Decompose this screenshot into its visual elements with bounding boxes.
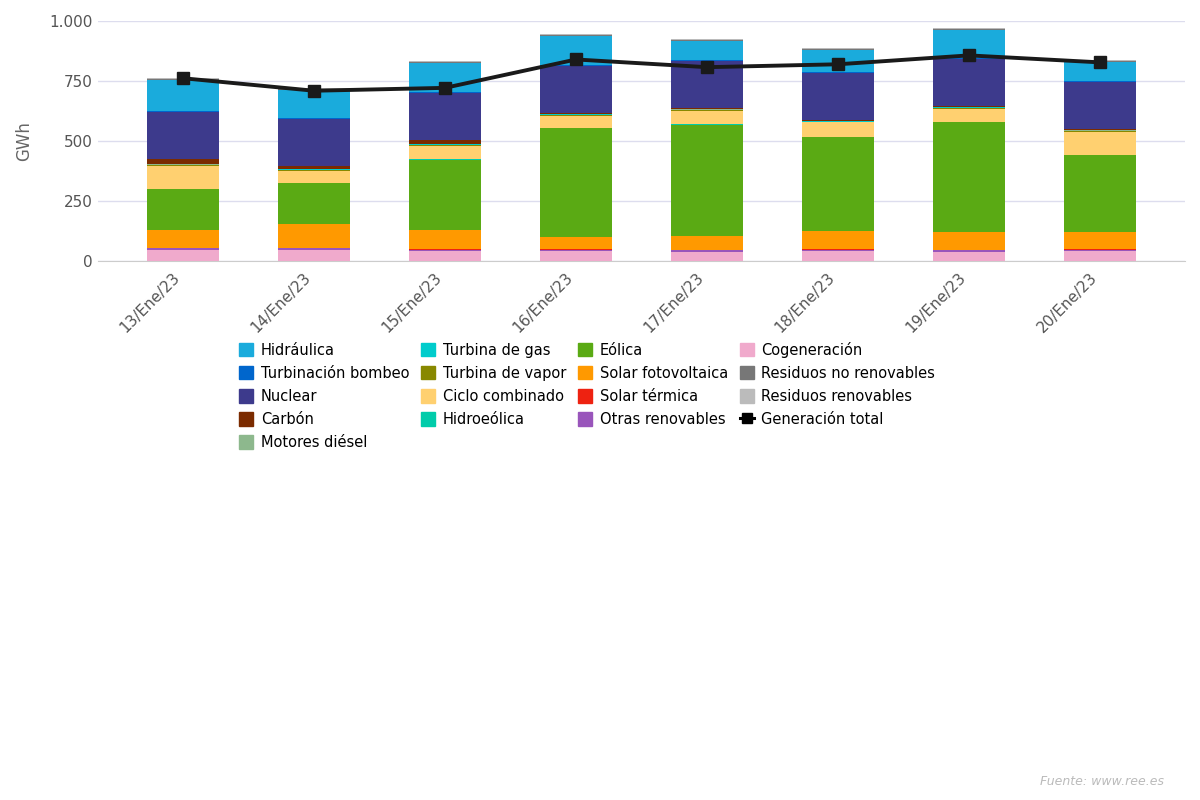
Bar [932,122,1004,232]
Bar [409,62,481,63]
Bar [540,250,612,251]
Bar [932,109,1004,122]
Bar [1064,250,1136,251]
Bar [802,71,874,73]
Bar [1064,155,1136,232]
Bar [932,108,1004,109]
Bar [278,89,350,90]
Bar [409,140,481,144]
Bar [148,165,220,166]
Bar [932,28,1004,29]
Bar [148,190,220,230]
Bar [802,73,874,119]
Bar [409,159,481,230]
Bar [148,111,220,112]
Bar [148,248,220,250]
Bar [932,30,1004,58]
Bar [278,249,350,250]
Bar [1064,131,1136,132]
Bar [540,66,612,113]
Bar [540,114,612,115]
Bar [540,113,612,114]
Bar [671,235,743,250]
Bar [540,34,612,36]
Bar [540,36,612,65]
Bar [409,92,481,94]
Bar [278,118,350,119]
Bar [671,125,743,235]
Bar [932,250,1004,252]
Bar [932,29,1004,30]
Bar [802,50,874,71]
Bar [671,108,743,110]
Bar [802,231,874,250]
Bar [409,63,481,92]
Bar [1064,60,1136,61]
Bar [409,145,481,146]
Bar [278,88,350,89]
Bar [671,111,743,125]
Bar [932,106,1004,107]
Bar [148,112,220,159]
Legend: Hidráulica, Turbinación bombeo, Nuclear, Carbón, Motores diésel, Turbina de gas,: Hidráulica, Turbinación bombeo, Nuclear,… [233,336,941,456]
Bar [148,78,220,79]
Bar [932,252,1004,262]
Bar [278,90,350,118]
Bar [409,250,481,251]
Bar [671,60,743,62]
Bar [671,41,743,60]
Bar [1064,81,1136,82]
Bar [540,128,612,238]
Bar [148,230,220,247]
Bar [278,119,350,166]
Bar [802,251,874,262]
Bar [671,110,743,111]
Bar [671,39,743,40]
Bar [802,122,874,137]
Bar [802,49,874,50]
Bar [802,48,874,49]
Bar [278,166,350,169]
Bar [1064,82,1136,130]
Bar [802,119,874,121]
Bar [932,59,1004,106]
Bar [278,224,350,248]
Bar [148,250,220,262]
Bar [409,230,481,250]
Bar [540,65,612,66]
Bar [671,62,743,108]
Bar [1064,251,1136,262]
Bar [540,238,612,250]
Bar [802,250,874,251]
Bar [540,115,612,127]
Bar [1064,61,1136,62]
Bar [409,94,481,140]
Bar [278,183,350,224]
Bar [540,251,612,262]
Bar [278,250,350,262]
Bar [148,79,220,80]
Bar [802,138,874,231]
Bar [1064,132,1136,155]
Bar [932,58,1004,59]
Bar [278,170,350,182]
Bar [671,40,743,41]
Bar [409,251,481,262]
Bar [932,232,1004,250]
Bar [1064,232,1136,250]
Bar [671,252,743,262]
Text: Fuente: www.ree.es: Fuente: www.ree.es [1040,775,1164,788]
Bar [148,80,220,111]
Y-axis label: GWh: GWh [14,122,34,161]
Bar [148,166,220,189]
Bar [1064,62,1136,81]
Bar [148,159,220,164]
Bar [409,146,481,159]
Bar [671,250,743,252]
